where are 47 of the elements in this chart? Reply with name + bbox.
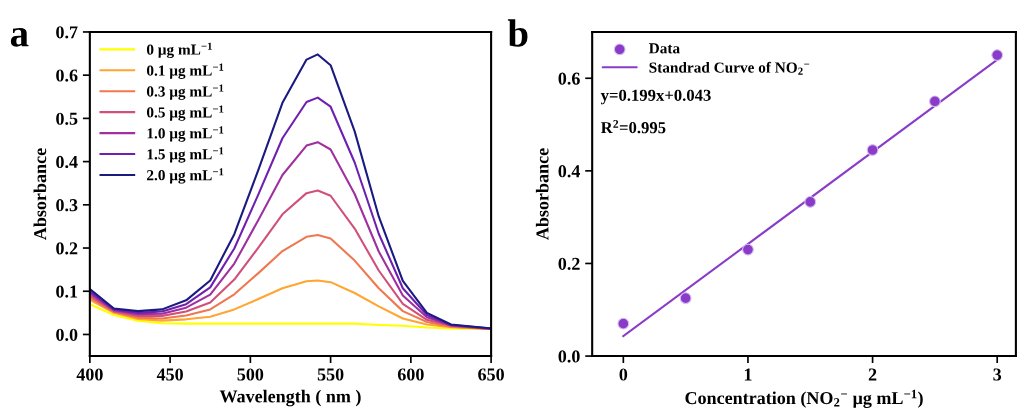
point [679, 292, 692, 305]
point [866, 144, 879, 156]
legend-label: 2.0 μg mL$^{−1}$ [147, 168, 224, 184]
legend-label: Standrad Curve of NO$_{2}$$^{−}$ [649, 61, 810, 75]
line-series [89, 141, 492, 330]
x-axis-title: Wavelength ( nm ) [219, 389, 361, 407]
legend-label: 0 μg mL$^{−1}$ [146, 42, 212, 58]
legend-label: 1.5 μg mL$^{−1}$ [147, 147, 224, 163]
legend-label: 0.3 μg mL$^{−1}$ [146, 84, 224, 100]
x-tick-label: 400 [76, 368, 103, 381]
annotation: y=0.199x+0.043 [600, 89, 711, 105]
chart-title: b [507, 19, 528, 47]
y-tick-label: 0.7 [56, 26, 78, 39]
y-tick-label: 0.4 [56, 155, 78, 169]
point [928, 95, 941, 108]
y-axis-title: Absorbance [535, 148, 549, 240]
annotation: R$^{2}$=0.995 [600, 120, 666, 134]
x-tick-label: 0 [619, 368, 628, 381]
x-tick-label: 550 [317, 368, 344, 381]
point [804, 195, 817, 208]
x-tick-label: 1 [744, 368, 752, 381]
x-tick-label: 3 [993, 368, 1002, 381]
point [617, 317, 630, 330]
y-tick-label: 0.5 [56, 112, 78, 125]
legend-label: 0.1 μg mL$^{−1}$ [146, 63, 224, 79]
x-tick-label: 600 [397, 368, 424, 381]
x-tick-label: 2 [868, 368, 877, 381]
y-tick-label: 0.4 [558, 165, 581, 178]
x-tick-label: 500 [237, 368, 264, 381]
y-tick-label: 0.3 [56, 199, 78, 212]
y-tick-label: 0.1 [56, 285, 78, 298]
y-tick-label: 0.2 [558, 257, 580, 270]
y-axis-title: Absorbance [33, 148, 47, 240]
point [742, 243, 754, 256]
point [991, 49, 1004, 62]
x-tick-label: 450 [156, 368, 183, 381]
x-axis-title: Concentration (NO$_{2}$$^{−}$ μg mL$^{−1}$) [685, 389, 923, 408]
y-tick-label: 0.2 [56, 242, 78, 255]
y-tick-label: 0.6 [56, 69, 78, 82]
y-tick-label: 0.6 [558, 72, 580, 85]
legend-label: 0.5 μg mL$^{−1}$ [146, 105, 224, 121]
y-tick-label: 0.0 [56, 328, 78, 341]
legend-label: 1.0 μg mL$^{−1}$ [147, 126, 224, 142]
legend-label: Data [648, 43, 680, 54]
x-tick-label: 650 [478, 368, 504, 381]
chart-title: a [10, 28, 29, 47]
y-tick-label: 0.0 [558, 350, 580, 363]
